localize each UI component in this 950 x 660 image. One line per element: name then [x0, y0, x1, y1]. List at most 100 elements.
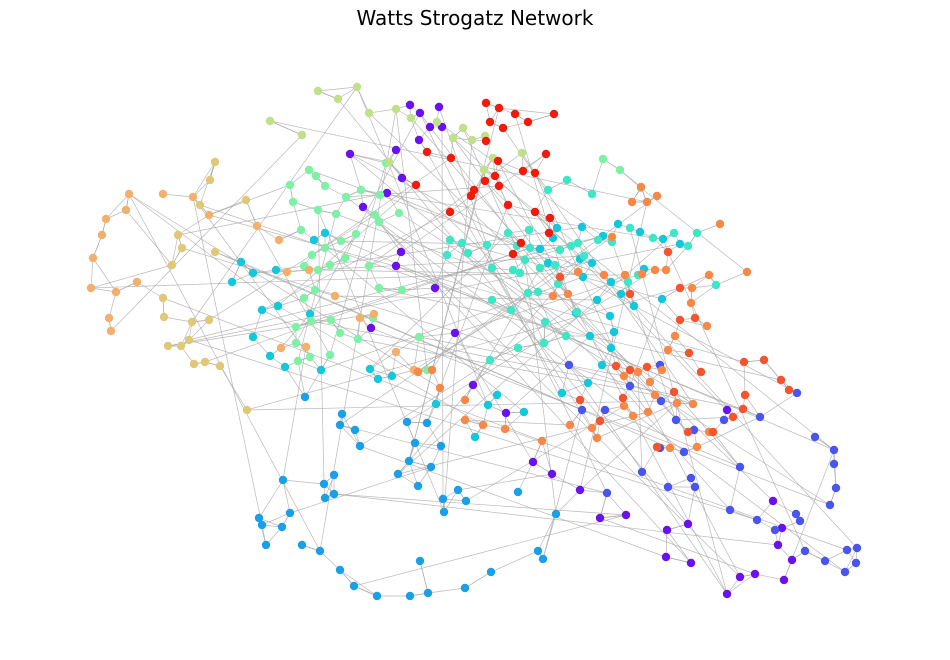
- edge: [696, 416, 761, 448]
- edge: [208, 214, 376, 321]
- edge: [208, 214, 745, 363]
- graph-node: [480, 176, 490, 186]
- graph-node: [722, 405, 732, 415]
- graph-node: [829, 445, 839, 455]
- graph-node: [396, 247, 406, 257]
- graph-node: [274, 235, 284, 245]
- edge: [362, 206, 831, 506]
- graph-node: [575, 395, 585, 405]
- edge: [177, 192, 388, 236]
- graph-node: [435, 383, 445, 393]
- graph-node: [652, 442, 662, 452]
- edge: [333, 493, 779, 546]
- edge: [180, 321, 193, 347]
- graph-node: [553, 279, 563, 289]
- graph-node: [687, 283, 697, 293]
- graph-node: [210, 157, 220, 167]
- graph-node: [777, 523, 787, 533]
- graph-node: [391, 347, 401, 357]
- edge: [483, 169, 835, 451]
- edge: [240, 261, 583, 411]
- graph-node: [391, 261, 401, 271]
- graph-node: [702, 321, 712, 331]
- edge: [690, 284, 717, 304]
- edge-layer: [90, 86, 858, 597]
- graph-node: [372, 591, 382, 601]
- graph-node: [686, 558, 696, 568]
- edge: [599, 517, 756, 575]
- graph-node: [740, 390, 750, 400]
- graph-node: [425, 122, 435, 132]
- graph-node: [642, 362, 652, 372]
- edge: [319, 108, 397, 552]
- edge: [188, 235, 604, 341]
- graph-node: [309, 235, 319, 245]
- graph-node: [657, 365, 667, 375]
- graph-node: [422, 418, 432, 428]
- graph-node: [690, 482, 700, 492]
- edge: [177, 214, 210, 236]
- graph-node: [595, 513, 605, 523]
- graph-node: [278, 475, 288, 485]
- edge: [192, 196, 263, 526]
- graph-node: [728, 412, 738, 422]
- graph-node: [306, 316, 316, 326]
- edge: [544, 321, 567, 337]
- edge: [378, 221, 402, 253]
- graph-node: [506, 305, 516, 315]
- graph-node: [352, 82, 362, 92]
- edge: [504, 428, 848, 551]
- graph-node: [564, 360, 574, 370]
- graph-node: [355, 441, 365, 451]
- edge: [551, 473, 581, 491]
- graph-node: [414, 135, 424, 145]
- graph-node: [195, 200, 205, 210]
- graph-node: [442, 250, 452, 260]
- graph-node: [252, 221, 262, 231]
- edge: [561, 382, 589, 394]
- graph-node: [625, 365, 635, 375]
- graph-node: [273, 301, 283, 311]
- graph-node: [593, 235, 603, 245]
- graph-node: [319, 479, 329, 489]
- graph-node: [393, 469, 403, 479]
- graph-node: [366, 323, 376, 333]
- edge: [269, 120, 648, 203]
- edge: [715, 271, 748, 286]
- graph-node: [573, 267, 583, 277]
- edge: [339, 236, 613, 426]
- graph-node: [413, 367, 423, 377]
- graph-node: [254, 513, 264, 523]
- graph-node: [121, 205, 131, 215]
- edge: [282, 479, 325, 485]
- edge: [606, 492, 627, 516]
- edge: [295, 247, 531, 328]
- edge: [502, 127, 694, 405]
- graph-node: [460, 415, 470, 425]
- graph-node: [842, 545, 852, 555]
- graph-node: [405, 591, 415, 601]
- edge: [679, 319, 708, 327]
- edge: [599, 514, 627, 519]
- graph-node: [159, 312, 169, 322]
- graph-node: [483, 400, 493, 410]
- graph-node: [335, 328, 345, 338]
- edge: [507, 204, 536, 213]
- graph-node: [656, 396, 666, 406]
- edge: [92, 257, 117, 293]
- edge: [566, 179, 593, 195]
- graph-node: [288, 197, 298, 207]
- graph-node: [683, 241, 693, 251]
- edge: [844, 547, 858, 573]
- graph-node: [607, 232, 617, 242]
- graph-node: [450, 328, 460, 338]
- graph-node: [619, 371, 629, 381]
- graph-node: [490, 171, 500, 181]
- graph-node: [795, 516, 805, 526]
- edge: [426, 151, 563, 394]
- edge: [128, 193, 279, 307]
- edge: [772, 500, 797, 515]
- edge: [527, 113, 555, 123]
- graph-node: [503, 200, 513, 210]
